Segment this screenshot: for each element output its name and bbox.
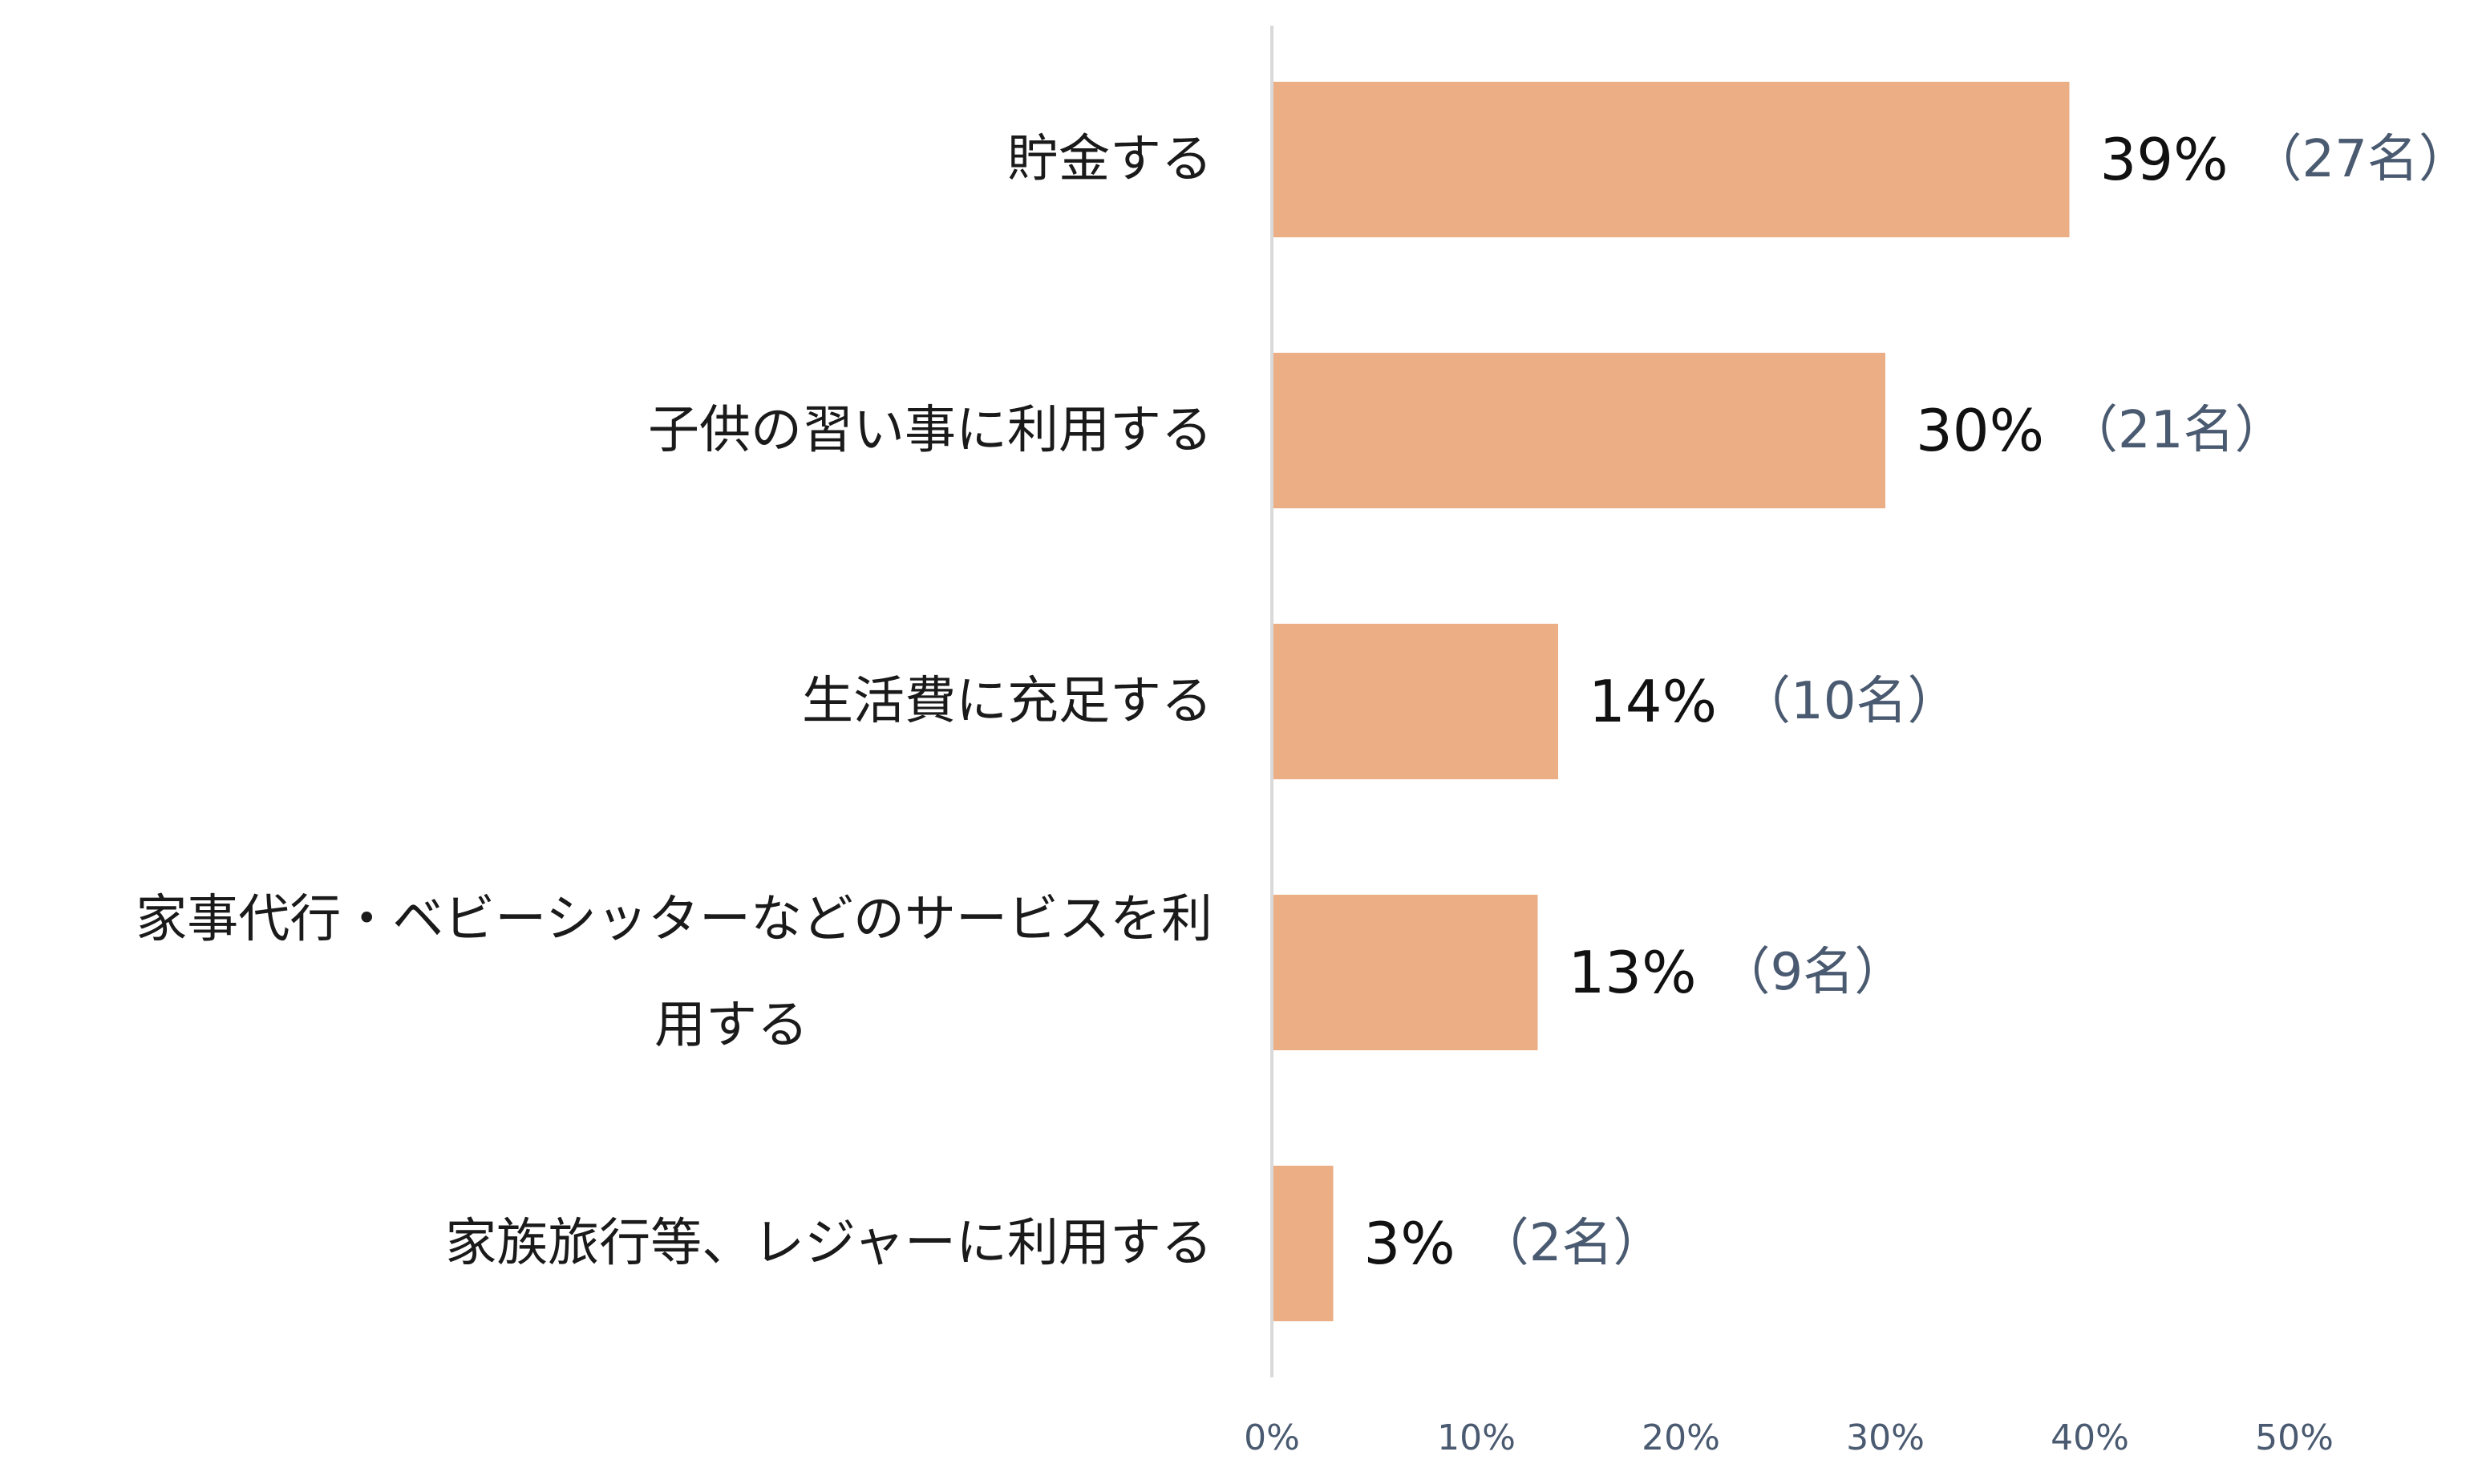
value-label: 39%: [2100, 126, 2229, 193]
category-label: 家事代行・ベビーシッターなどのサービスを利: [136, 890, 1213, 949]
x-tick-label: 0%: [1244, 1417, 1300, 1458]
x-tick-label: 20%: [1642, 1417, 1720, 1458]
value-label: 13%: [1569, 939, 1697, 1006]
count-label: （2名）: [1478, 1214, 1665, 1273]
x-tick-label: 40%: [2051, 1417, 2129, 1458]
count-label: （9名）: [1719, 943, 1906, 1002]
value-label: 30%: [1916, 397, 2044, 464]
bar: [1273, 1166, 1334, 1321]
x-tick-label: 30%: [1846, 1417, 1925, 1458]
x-tick-label: 10%: [1437, 1417, 1516, 1458]
bar: [1273, 624, 1558, 779]
category-label: 子供の習い事に利用する: [648, 401, 1213, 460]
bar: [1273, 82, 2070, 237]
category-label: 家族旅行等、レジャーに利用する: [445, 1214, 1213, 1273]
value-label: 14%: [1589, 668, 1717, 735]
bar: [1273, 895, 1538, 1050]
category-label: 用する: [654, 996, 808, 1055]
bar: [1273, 353, 1885, 508]
count-label: （21名）: [2067, 401, 2286, 460]
x-tick-label: 50%: [2255, 1417, 2334, 1458]
count-label: （27名）: [2251, 130, 2470, 189]
value-label: 3%: [1364, 1210, 1456, 1277]
category-label: 生活費に充足する: [802, 672, 1213, 731]
category-label: 貯金する: [1007, 130, 1213, 189]
count-label: （10名）: [1739, 672, 1958, 731]
